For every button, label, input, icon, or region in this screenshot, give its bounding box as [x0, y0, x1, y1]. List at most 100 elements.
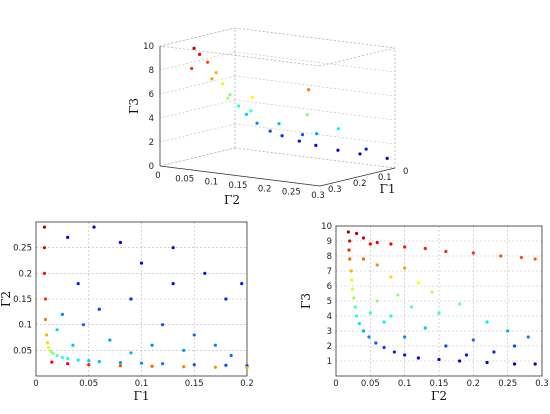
data-point: [375, 240, 379, 245]
data-point: [416, 281, 420, 285]
data-point: [108, 338, 112, 342]
z-gridline: [159, 75, 236, 95]
data-point: [471, 251, 475, 255]
data-point: [81, 323, 86, 327]
xlabel-label: Γ2: [431, 389, 447, 403]
data-point: [213, 343, 217, 347]
data-point: [76, 282, 80, 286]
gamma1-tick-label: 0.2: [353, 179, 367, 189]
data-point: [485, 360, 489, 365]
data-point: [382, 320, 386, 324]
data-point: [150, 364, 154, 368]
data-point: [368, 242, 372, 246]
x-tick-label: 0.1: [135, 379, 149, 389]
data-point: [192, 333, 196, 337]
data-point: [348, 257, 352, 261]
y-tick-label: 10: [321, 222, 332, 232]
z-tick-label: 4: [149, 114, 154, 124]
data-point: [444, 344, 448, 348]
data-point: [437, 311, 441, 315]
data-point: [458, 359, 462, 363]
data-point: [314, 143, 318, 147]
y-tick-label: 4: [327, 312, 332, 322]
y-tick-label: 0.05: [13, 346, 32, 356]
x-tick-label: 0.2: [467, 379, 481, 389]
data-point: [161, 362, 165, 366]
data-point: [244, 112, 249, 116]
data-point: [403, 335, 407, 339]
y-tick-label: 0.1: [18, 321, 32, 331]
data-point: [129, 297, 133, 301]
data-point: [118, 364, 122, 368]
ylabel-label: Γ2: [0, 291, 13, 307]
z-gridline: [159, 99, 236, 119]
data-point: [499, 254, 503, 258]
data-point: [403, 245, 407, 249]
data-point: [118, 361, 122, 365]
data-point: [336, 148, 340, 152]
data-point: [43, 297, 48, 301]
ceiling-edge: [159, 45, 321, 67]
data-point: [444, 249, 448, 254]
data-point: [87, 359, 91, 363]
z-gridline: [234, 123, 396, 145]
data-point: [190, 66, 194, 71]
ceiling-edge: [319, 47, 396, 67]
data-point: [403, 353, 407, 357]
data-point: [210, 77, 214, 81]
data-point: [49, 349, 53, 353]
data-point: [43, 317, 48, 322]
x-tick-label: 0.05: [361, 379, 380, 389]
gamma1-tick-label: 0.1: [378, 173, 392, 183]
data-point: [396, 293, 400, 297]
gamma2-tick-label: 0.1: [205, 178, 219, 188]
data-point: [367, 335, 371, 339]
x-tick-label: 0.1: [398, 379, 412, 389]
data-point: [375, 263, 379, 267]
data-point: [361, 236, 366, 240]
data-point: [361, 257, 366, 261]
data-point: [430, 290, 434, 294]
data-point: [374, 341, 378, 345]
data-point: [315, 132, 319, 136]
y-tick-label: 9: [327, 237, 332, 247]
axes-frame: [35, 221, 248, 377]
axes-frame: [335, 225, 543, 377]
z-tick-label: 6: [149, 90, 154, 100]
y-tick-label: 6: [327, 282, 332, 292]
data-point: [71, 343, 75, 347]
x-tick-label: 0.05: [79, 379, 98, 389]
z-gridline: [234, 27, 396, 49]
data-point: [224, 363, 228, 367]
data-point: [358, 152, 362, 156]
y-tick-label: 7: [327, 267, 332, 277]
data-point: [348, 239, 352, 243]
data-point: [46, 341, 50, 345]
data-point: [423, 326, 427, 330]
z-gridline: [234, 147, 396, 169]
data-point: [375, 299, 379, 303]
data-point: [161, 323, 165, 327]
gamma1-tick-label: 0.3: [328, 185, 342, 195]
y-tick-label: 5: [327, 297, 332, 307]
ylabel-label: Γ3: [299, 293, 313, 309]
z-gridline: [234, 99, 396, 121]
data-point: [355, 314, 359, 318]
gamma2-tick-label: 0.3: [311, 191, 325, 201]
data-point: [42, 225, 47, 229]
z-gridline: [234, 51, 396, 73]
data-point: [66, 235, 70, 239]
data-point: [224, 297, 228, 301]
data-point: [192, 363, 196, 367]
data-point: [226, 96, 230, 100]
data-point: [249, 109, 253, 113]
data-point: [171, 246, 175, 250]
data-point: [458, 302, 462, 306]
y-tick-label: 2: [327, 342, 332, 352]
z-tick-label: 8: [149, 66, 154, 76]
data-point: [42, 271, 47, 275]
data-point: [389, 242, 393, 246]
data-point: [221, 82, 225, 86]
